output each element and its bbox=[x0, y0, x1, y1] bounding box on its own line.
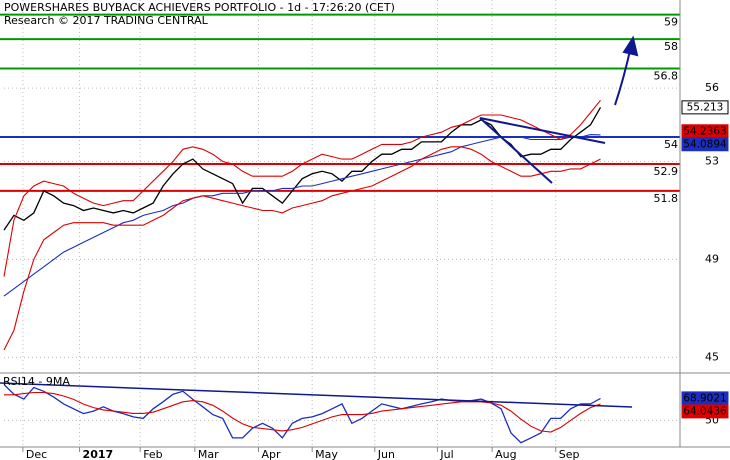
trend-annotations bbox=[0, 35, 639, 408]
y-tick-label: 53 bbox=[705, 155, 719, 168]
level-label: 56.8 bbox=[654, 70, 679, 83]
value-box bbox=[681, 404, 729, 419]
x-tick-label: Mar bbox=[198, 448, 219, 460]
level-label: 59 bbox=[664, 16, 678, 29]
chart-title: POWERSHARES BUYBACK ACHIEVERS PORTFOLIO … bbox=[4, 1, 395, 14]
series-line bbox=[4, 391, 601, 433]
arrow-head bbox=[622, 35, 639, 57]
level-label: 58 bbox=[664, 40, 678, 53]
value-box-label: 55.213 bbox=[687, 101, 724, 113]
x-tick-label: Feb bbox=[143, 448, 162, 460]
x-tick-label: Aug bbox=[495, 448, 516, 460]
y-tick-label: 49 bbox=[705, 252, 719, 265]
panel-title: RSI14 - 9MA bbox=[3, 375, 70, 388]
x-tick-label: Sep bbox=[559, 448, 580, 460]
value-box bbox=[681, 137, 729, 152]
chart-subtitle: Research © 2017 TRADING CENTRAL bbox=[4, 14, 209, 27]
x-tick-label: Apr bbox=[261, 448, 281, 460]
level-label: 54 bbox=[664, 138, 678, 151]
x-tick-label: Jul bbox=[439, 448, 453, 460]
y-tick-label: 56 bbox=[705, 81, 719, 94]
value-box-label: 64.0436 bbox=[683, 405, 727, 417]
series-line bbox=[3, 146, 601, 351]
value-box-label: 54.2363 bbox=[683, 125, 726, 137]
level-label: 52.9 bbox=[654, 165, 679, 178]
x-tick-label: May bbox=[315, 448, 338, 460]
rsi-trend-line bbox=[0, 382, 633, 408]
y-tick-label: 45 bbox=[705, 350, 719, 363]
series-line bbox=[3, 99, 601, 277]
trend-line bbox=[479, 117, 606, 144]
value-box-label: 54.0894 bbox=[683, 138, 727, 150]
x-tick-label: 2017 bbox=[83, 448, 114, 460]
x-tick-label: Dec bbox=[26, 448, 47, 460]
level-label: 51.8 bbox=[654, 192, 679, 205]
series-line bbox=[3, 384, 601, 444]
trend-line bbox=[479, 117, 553, 184]
x-tick-label: Jun bbox=[377, 448, 395, 460]
value-box-label: 68.9021 bbox=[683, 392, 726, 404]
value-box bbox=[681, 100, 729, 115]
